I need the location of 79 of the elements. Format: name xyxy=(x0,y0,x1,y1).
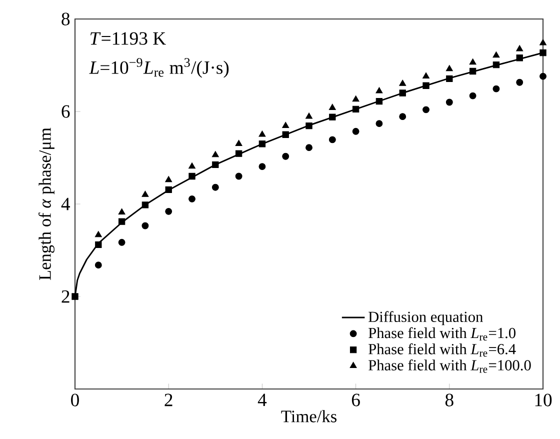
point xyxy=(258,130,266,137)
point xyxy=(352,106,360,113)
point xyxy=(118,218,126,225)
point xyxy=(94,230,102,238)
x-tick-label: 2 xyxy=(164,394,172,406)
point xyxy=(142,222,149,230)
point xyxy=(306,122,312,130)
x-tick-label: 6 xyxy=(352,394,360,406)
point xyxy=(422,72,430,78)
point xyxy=(352,95,360,102)
point xyxy=(540,39,547,46)
point xyxy=(72,293,78,300)
point xyxy=(516,54,523,62)
point xyxy=(422,82,430,89)
point xyxy=(165,208,172,215)
point xyxy=(142,202,149,208)
point xyxy=(540,72,546,80)
point xyxy=(165,186,172,194)
point xyxy=(258,163,266,170)
annotation: T=1193 K xyxy=(90,32,166,45)
x-tick-label: 4 xyxy=(258,394,267,406)
point xyxy=(516,45,524,52)
point xyxy=(446,75,453,82)
point xyxy=(212,161,219,168)
point xyxy=(446,98,453,106)
y-tick-label: 6 xyxy=(62,105,70,118)
point xyxy=(446,64,453,72)
y-tick-label: 2 xyxy=(62,290,70,303)
point xyxy=(352,128,360,135)
y-tick-label: 8 xyxy=(62,12,70,26)
point xyxy=(95,241,102,248)
point xyxy=(422,106,430,114)
point xyxy=(469,92,476,100)
point xyxy=(306,112,313,119)
point xyxy=(142,190,149,197)
point xyxy=(235,150,242,157)
annotation: L=10$^{−9}$L$_{re}$ m$^{3}$/(J·s) xyxy=(89,58,229,78)
point xyxy=(282,122,290,128)
point xyxy=(188,162,196,169)
y-axis-title: Length of α phase/μm xyxy=(38,128,54,280)
point xyxy=(328,104,336,110)
legend-label: Phase field with L$_{re}$=6.4 xyxy=(368,343,516,357)
point xyxy=(94,262,102,269)
point xyxy=(376,120,383,127)
point xyxy=(282,131,289,138)
point xyxy=(399,90,406,96)
point xyxy=(399,80,406,86)
legend-label: Phase field with L$_{re}$=100.0 xyxy=(368,360,531,373)
point xyxy=(306,144,312,152)
point xyxy=(540,49,546,56)
point xyxy=(376,98,383,105)
point xyxy=(492,61,500,68)
y-tick-label: 4 xyxy=(61,198,70,210)
legend-label: Phase field with L$_{re}$=1.0 xyxy=(368,327,516,341)
point xyxy=(399,113,406,120)
point xyxy=(118,238,126,246)
point xyxy=(282,152,290,160)
point xyxy=(469,58,476,65)
point xyxy=(492,52,500,58)
x-tick-label: 10 xyxy=(535,394,552,406)
point xyxy=(376,87,383,94)
point xyxy=(188,195,196,202)
point xyxy=(492,85,500,92)
point xyxy=(188,172,196,180)
point xyxy=(212,184,219,191)
point xyxy=(516,78,524,86)
point xyxy=(212,150,219,158)
x-tick-label: 8 xyxy=(445,394,454,406)
x-tick-label: 0 xyxy=(71,394,79,406)
point xyxy=(258,140,266,148)
point xyxy=(329,114,336,120)
point xyxy=(165,176,172,182)
point xyxy=(235,140,242,146)
point xyxy=(235,172,242,180)
point xyxy=(328,136,336,144)
x-axis-title: Time/ks xyxy=(281,410,336,422)
point xyxy=(469,68,476,75)
point xyxy=(118,208,126,214)
legend-label: Diffusion equation xyxy=(368,311,483,326)
